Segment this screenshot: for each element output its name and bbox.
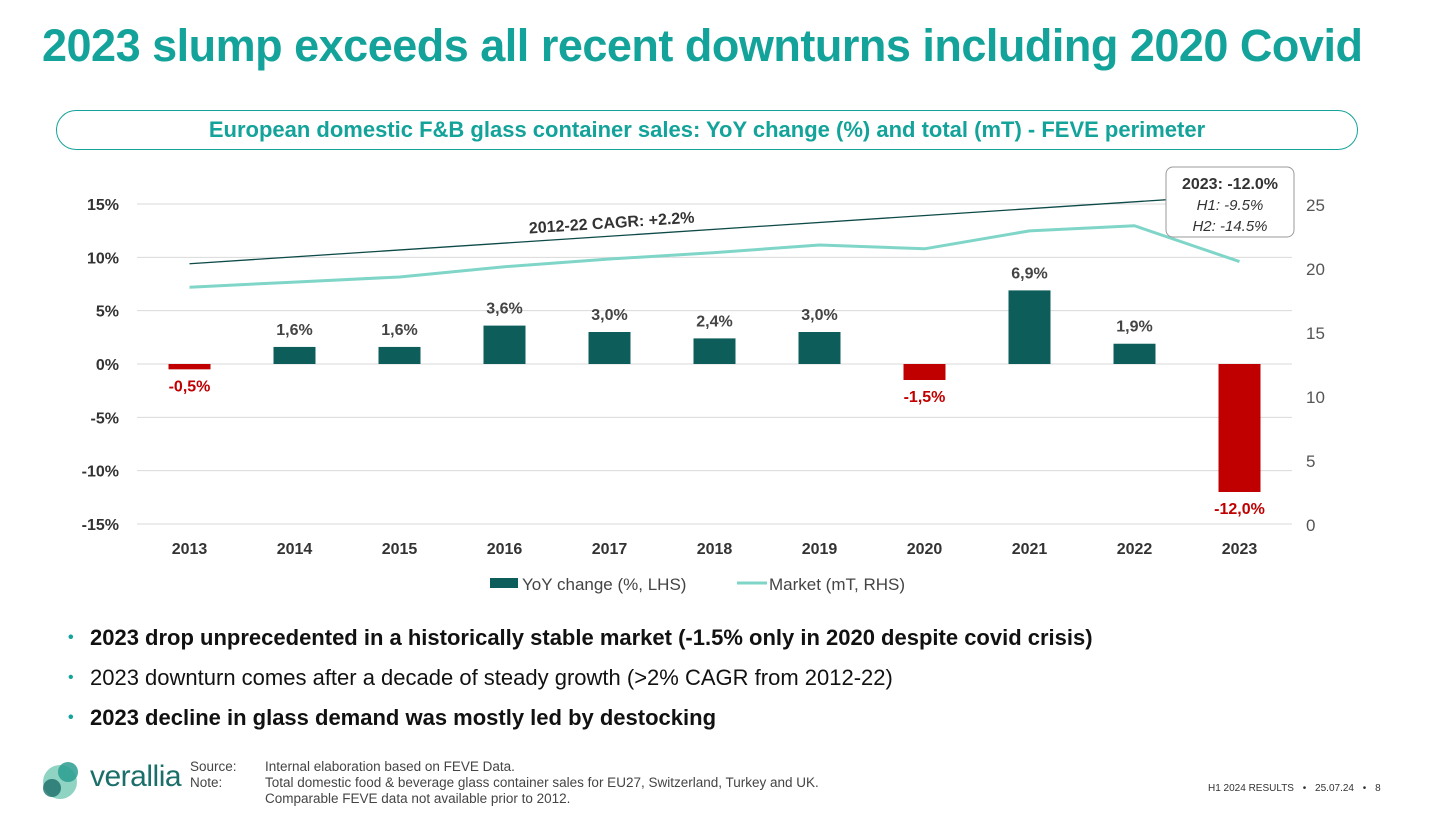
y-left-tick-label: 10% <box>87 250 119 267</box>
callout-total: 2023: -12.0% <box>1182 176 1278 193</box>
bullet-item: • 2023 decline in glass demand was mostly… <box>68 705 717 730</box>
bar <box>798 332 841 364</box>
market-line <box>189 224 1240 289</box>
y-left-tick-label: -10% <box>82 464 119 481</box>
y-left-tick-label: 15% <box>87 197 119 214</box>
x-tick-label: 2019 <box>802 541 838 558</box>
source-text: Internal elaboration based on FEVE Data. <box>265 759 515 774</box>
y-left-tick-label: -5% <box>91 410 119 427</box>
bar-data-label: 6,9% <box>1011 265 1047 282</box>
bullet-item: • 2023 drop unprecedented in a historical… <box>68 625 1093 650</box>
bar-data-label: -0,5% <box>169 378 211 395</box>
legend-label-bar: YoY change (%, LHS) <box>522 575 686 594</box>
y-right-tick-label: 0 <box>1306 516 1315 535</box>
y-right-tick-label: 15 <box>1306 324 1325 343</box>
bar <box>903 364 946 380</box>
y-right-tick-label: 25 <box>1306 196 1325 215</box>
bar-data-label: -1,5% <box>904 389 946 406</box>
report-date: 25.07.24 <box>1315 783 1354 794</box>
y-right-tick-label: 5 <box>1306 452 1315 471</box>
bar-data-label: 3,6% <box>486 301 522 318</box>
callout-box <box>1165 166 1295 238</box>
x-tick-label: 2015 <box>382 541 418 558</box>
legend-swatch-bar <box>490 578 518 588</box>
y-left-tick-label: 0% <box>96 357 119 374</box>
footnotes: Source: Internal elaboration based on FEV… <box>190 759 819 807</box>
logo-wordmark: verallia <box>90 760 182 793</box>
bar <box>693 338 736 364</box>
bullet-text: 2023 downturn comes after a decade of st… <box>90 665 893 690</box>
note-text-2: Comparable FEVE data not available prior… <box>265 791 571 806</box>
bar-data-label: 2,4% <box>696 313 732 330</box>
footer-separator: • <box>1302 783 1307 794</box>
bar-data-label: 3,0% <box>801 307 837 324</box>
x-tick-label: 2013 <box>172 541 208 558</box>
x-tick-label: 2016 <box>487 541 523 558</box>
bar-data-label: 3,0% <box>591 307 627 324</box>
bar-data-label: 1,6% <box>276 322 312 339</box>
x-tick-label: 2017 <box>592 541 628 558</box>
legend-label-line: Market (mT, RHS) <box>769 575 905 594</box>
y-right-tick-label: 20 <box>1306 260 1325 279</box>
y-left-tick-label: -15% <box>82 517 119 534</box>
combo-chart: 2012-22 CAGR: +2.2% -0,5% 1,6% 1,6% 3,6% 3,0… <box>82 166 1325 594</box>
chart-subtitle: European domestic F&B glass container sa… <box>56 110 1358 150</box>
bullet-text: 2023 drop unprecedented in a historicall… <box>90 625 1093 650</box>
slide-footer: H1 2024 RESULTS • 25.07.24 • 8 <box>1208 783 1387 794</box>
bar <box>378 346 421 364</box>
y-left-tick-label: 5% <box>96 304 119 321</box>
cagr-trend-arrow <box>189 194 1184 265</box>
x-tick-label: 2021 <box>1012 541 1048 558</box>
cagr-label: 2012-22 CAGR: +2.2% <box>528 210 695 238</box>
bullet-list: • 2023 drop unprecedented in a historical… <box>66 618 1093 738</box>
callout-h1: H1: -9.5% <box>1197 197 1264 214</box>
bullet-text: 2023 decline in glass demand was mostly … <box>90 705 717 730</box>
y-right-tick-label: 10 <box>1306 388 1325 407</box>
slide-title: 2023 slump exceeds all recent downturns … <box>42 20 1363 71</box>
x-tick-label: 2014 <box>277 541 313 558</box>
bar <box>273 346 316 364</box>
note-text: Total domestic food & beverage glass con… <box>265 775 819 790</box>
bar-data-label: 1,6% <box>381 322 417 339</box>
bar <box>1008 290 1051 364</box>
note-label: Note: <box>190 775 223 790</box>
bar <box>483 325 526 364</box>
bar-data-label: -12,0% <box>1214 501 1265 518</box>
footer-separator: • <box>1362 783 1367 794</box>
bar <box>168 364 211 370</box>
logo-icon <box>43 762 78 799</box>
x-tick-label: 2018 <box>697 541 733 558</box>
x-tick-label: 2020 <box>907 541 943 558</box>
x-tick-label: 2023 <box>1222 541 1258 558</box>
page-number: 8 <box>1375 783 1381 794</box>
bar <box>1218 364 1261 492</box>
bar-data-label: 1,9% <box>1116 319 1152 336</box>
bullet-item: • 2023 downturn comes after a decade of s… <box>68 665 893 690</box>
source-label: Source: <box>190 759 237 774</box>
callout-h2: H2: -14.5% <box>1192 218 1267 235</box>
x-tick-label: 2022 <box>1117 541 1153 558</box>
verallia-logo: verallia <box>38 758 182 802</box>
bar <box>588 332 631 364</box>
bar <box>1113 343 1156 364</box>
report-name: H1 2024 RESULTS <box>1208 783 1294 794</box>
